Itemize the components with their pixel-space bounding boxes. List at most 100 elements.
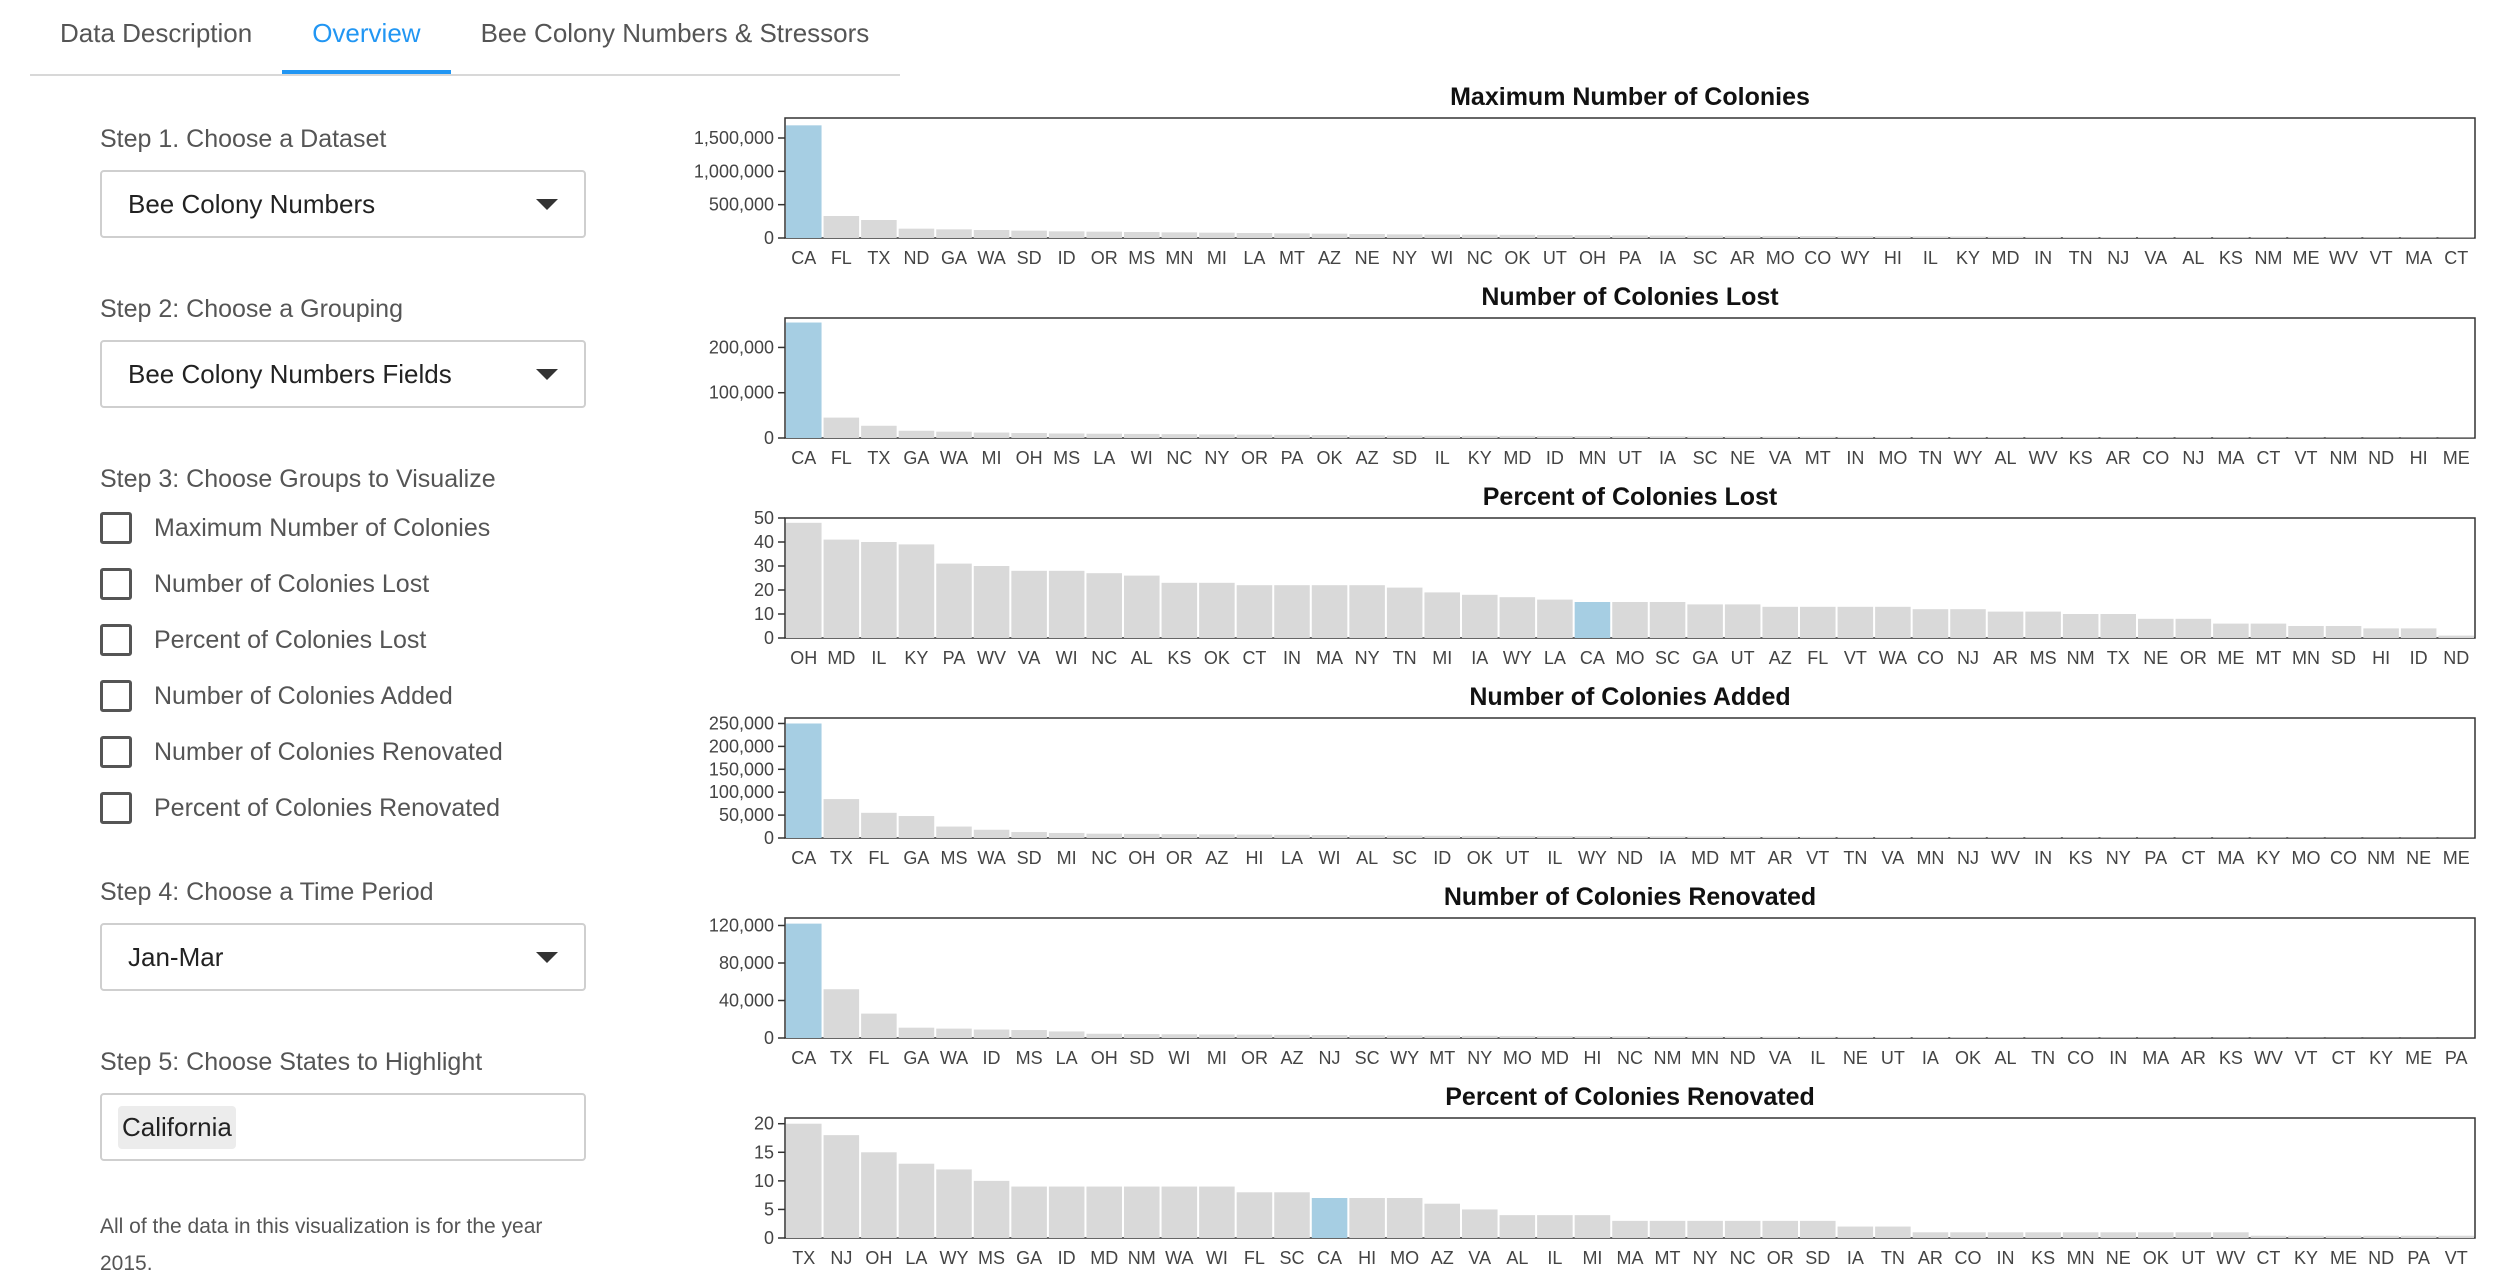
bar-sc xyxy=(1687,236,1723,238)
bar-fl xyxy=(824,418,860,438)
y-tick-label: 15 xyxy=(754,1142,774,1162)
bar-ok xyxy=(1312,435,1348,438)
x-tick-label: OK xyxy=(1955,1048,1981,1068)
x-tick-label: GA xyxy=(941,248,967,268)
bar-ut xyxy=(1537,235,1573,238)
x-tick-label: OR xyxy=(1241,448,1268,468)
x-tick-label: MS xyxy=(1053,448,1080,468)
time-period-select[interactable]: Jan-Mar xyxy=(100,923,586,991)
bar-mi xyxy=(1199,1034,1235,1038)
checkbox-box[interactable] xyxy=(100,512,132,544)
bar-ny xyxy=(1462,1036,1498,1038)
x-tick-label: HI xyxy=(1884,248,1902,268)
bar-il xyxy=(1800,1037,1836,1038)
checkbox-box[interactable] xyxy=(100,792,132,824)
checkbox-box[interactable] xyxy=(100,624,132,656)
tab-bee-colony-numbers-stressors[interactable]: Bee Colony Numbers & Stressors xyxy=(451,0,900,74)
x-tick-label: ND xyxy=(903,248,929,268)
grouping-select[interactable]: Bee Colony Numbers Fields xyxy=(100,340,586,408)
state-tag[interactable]: California xyxy=(118,1106,236,1149)
checkbox-number-of-colonies-added[interactable]: Number of Colonies Added xyxy=(100,668,600,724)
x-tick-label: KS xyxy=(1167,648,1191,668)
x-tick-label: MD xyxy=(1691,848,1719,868)
bar-ne xyxy=(2138,619,2174,638)
bar-id xyxy=(2401,628,2437,638)
x-tick-label: ME xyxy=(2443,448,2470,468)
bar-wa xyxy=(936,1029,972,1038)
bar-pa xyxy=(936,564,972,638)
x-tick-label: NE xyxy=(2143,648,2168,668)
bar-wi xyxy=(1312,835,1348,838)
checkbox-number-of-colonies-lost[interactable]: Number of Colonies Lost xyxy=(100,556,600,612)
bar-ut xyxy=(2176,1232,2212,1238)
tab-overview[interactable]: Overview xyxy=(282,0,450,74)
bar-hi xyxy=(1875,236,1911,238)
x-tick-label: NJ xyxy=(2107,248,2129,268)
checkbox-box[interactable] xyxy=(100,680,132,712)
bar-nc xyxy=(1086,573,1122,638)
x-tick-label: WY xyxy=(940,1248,969,1268)
x-tick-label: IN xyxy=(1997,1248,2015,1268)
bar-ut xyxy=(1500,836,1536,838)
bar-wy xyxy=(936,1169,972,1238)
bar-il xyxy=(1537,1215,1573,1238)
x-tick-label: AZ xyxy=(1356,448,1379,468)
x-tick-label: OH xyxy=(1016,448,1043,468)
x-tick-label: HI xyxy=(2372,648,2390,668)
bar-md xyxy=(1988,237,2024,238)
x-tick-label: ID xyxy=(1433,848,1451,868)
bar-mi xyxy=(1049,833,1085,838)
y-tick-label: 0 xyxy=(764,228,774,248)
x-tick-label: NC xyxy=(1091,648,1117,668)
checkbox-number-of-colonies-renovated[interactable]: Number of Colonies Renovated xyxy=(100,724,600,780)
checkbox-box[interactable] xyxy=(100,736,132,768)
x-tick-label: ID xyxy=(1058,248,1076,268)
bar-ia xyxy=(1650,436,1686,438)
checkbox-maximum-number-of-colonies[interactable]: Maximum Number of Colonies xyxy=(100,500,600,556)
x-tick-label: SC xyxy=(1392,848,1417,868)
dataset-select[interactable]: Bee Colony Numbers xyxy=(100,170,586,238)
bar-ok xyxy=(1950,1037,1986,1038)
checkbox-percent-of-colonies-lost[interactable]: Percent of Colonies Lost xyxy=(100,612,600,668)
x-tick-label: MI xyxy=(1582,1248,1602,1268)
bar-az xyxy=(1762,607,1798,638)
checkbox-percent-of-colonies-renovated[interactable]: Percent of Colonies Renovated xyxy=(100,780,600,836)
checkbox-box[interactable] xyxy=(100,568,132,600)
x-tick-label: VT xyxy=(2294,1048,2317,1068)
x-tick-label: OR xyxy=(1166,848,1193,868)
y-tick-label: 100,000 xyxy=(709,782,774,802)
bar-mn xyxy=(2063,1232,2099,1238)
bar-ks xyxy=(2063,437,2099,438)
x-tick-label: AZ xyxy=(1280,1048,1303,1068)
x-tick-label: MO xyxy=(1616,648,1645,668)
x-tick-label: UT xyxy=(1505,848,1529,868)
bar-ne xyxy=(2100,1232,2136,1238)
x-tick-label: ME xyxy=(2330,1248,2357,1268)
bar-ca xyxy=(786,723,822,838)
bar-ar xyxy=(1762,837,1798,838)
x-tick-label: LA xyxy=(1281,848,1303,868)
states-highlight-input[interactable]: California xyxy=(100,1093,586,1161)
x-tick-label: AL xyxy=(1506,1248,1528,1268)
bar-in xyxy=(1988,1232,2024,1238)
y-tick-label: 150,000 xyxy=(709,759,774,779)
bar-az xyxy=(1312,234,1348,238)
tab-data-description[interactable]: Data Description xyxy=(30,0,282,74)
x-tick-label: MI xyxy=(1207,1048,1227,1068)
bar-ar xyxy=(1913,1232,1949,1238)
x-tick-label: MT xyxy=(2255,648,2281,668)
bar-wy xyxy=(1950,437,1986,438)
bar-mt xyxy=(1424,1036,1460,1038)
x-tick-label: NE xyxy=(1355,248,1380,268)
x-tick-label: ND xyxy=(2368,448,2394,468)
time-period-select-value: Jan-Mar xyxy=(128,942,223,973)
step2-label: Step 2: Choose a Grouping xyxy=(100,295,586,324)
bar-az xyxy=(1424,1204,1460,1238)
chart-title: Number of Colonies Lost xyxy=(1481,283,1779,311)
bar-tx xyxy=(786,1124,822,1238)
bar-sd xyxy=(1800,1221,1836,1238)
x-tick-label: MI xyxy=(1432,648,1452,668)
x-tick-label: NC xyxy=(1091,848,1117,868)
